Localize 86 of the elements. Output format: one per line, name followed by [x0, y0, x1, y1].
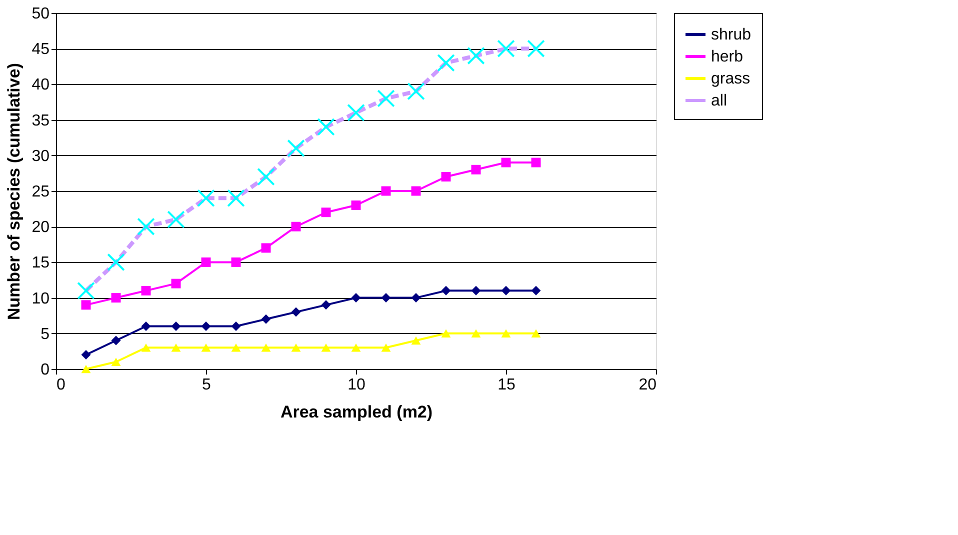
point [137, 218, 155, 236]
y-tick-label: 5 [40, 326, 50, 343]
point [141, 344, 151, 352]
point [171, 278, 181, 288]
point [287, 139, 305, 158]
point [531, 158, 541, 168]
point [141, 286, 151, 296]
point [321, 344, 331, 352]
point [201, 322, 211, 332]
legend-label: grass [711, 70, 750, 88]
y-tick-label: 15 [32, 254, 50, 272]
point [231, 257, 241, 267]
point [257, 168, 275, 186]
y-tick-label: 25 [32, 184, 50, 200]
point [81, 350, 91, 360]
point [497, 40, 515, 58]
y-tick-label: 0 [40, 362, 50, 378]
point [81, 364, 91, 374]
y-tick-label: 35 [32, 112, 50, 130]
point [141, 322, 151, 332]
y-tick-label: 30 [32, 148, 50, 165]
point [471, 329, 481, 338]
point [381, 344, 391, 352]
legend-label: herb [711, 48, 744, 66]
point [467, 46, 485, 65]
point [77, 282, 95, 300]
point [531, 329, 541, 338]
y-tick-label: 50 [32, 6, 50, 22]
point [111, 358, 121, 366]
point [291, 307, 301, 317]
point [111, 293, 121, 303]
legend-label: all [711, 92, 728, 110]
point [81, 300, 91, 310]
point [171, 322, 181, 332]
point [321, 208, 331, 218]
point [351, 293, 361, 303]
point [171, 344, 181, 352]
point [531, 286, 541, 296]
point [411, 186, 421, 196]
point [231, 344, 241, 352]
x-tick-label: 0 [56, 376, 66, 394]
point [351, 200, 361, 210]
point [407, 82, 425, 100]
point [351, 344, 361, 352]
point [291, 344, 301, 352]
point [261, 344, 271, 352]
y-tick-label: 10 [32, 290, 50, 308]
x-tick-label: 5 [202, 376, 212, 394]
point [317, 118, 335, 136]
point [471, 164, 481, 174]
x-axis-title: Area sampled (m2) [280, 402, 433, 422]
point [111, 336, 121, 346]
point [197, 189, 215, 208]
point [167, 210, 185, 228]
point [501, 329, 511, 338]
point [441, 329, 451, 338]
legend-label: shrub [711, 26, 752, 44]
y-axis-title: Number of species (cumulative) [4, 63, 24, 320]
point [231, 322, 241, 332]
point [261, 314, 271, 324]
point [201, 344, 211, 352]
y-tick-label: 45 [32, 41, 50, 58]
point [107, 253, 125, 272]
point [501, 158, 511, 168]
point [411, 336, 421, 345]
point [201, 257, 211, 267]
point [411, 293, 421, 303]
point [291, 222, 301, 232]
y-tick-label: 40 [32, 76, 50, 94]
point [381, 293, 391, 303]
point [347, 104, 365, 122]
point [437, 54, 455, 72]
point [527, 40, 545, 58]
point [441, 286, 451, 296]
x-tick-label: 10 [348, 376, 366, 394]
x-tick-label: 15 [498, 376, 516, 394]
point [471, 286, 481, 296]
point [261, 243, 271, 253]
point [501, 286, 511, 296]
point [321, 300, 331, 310]
point [441, 172, 451, 182]
point [227, 189, 245, 208]
point [381, 186, 391, 196]
y-tick-label: 20 [32, 219, 50, 236]
point [377, 90, 395, 108]
x-tick-label: 20 [638, 376, 657, 394]
